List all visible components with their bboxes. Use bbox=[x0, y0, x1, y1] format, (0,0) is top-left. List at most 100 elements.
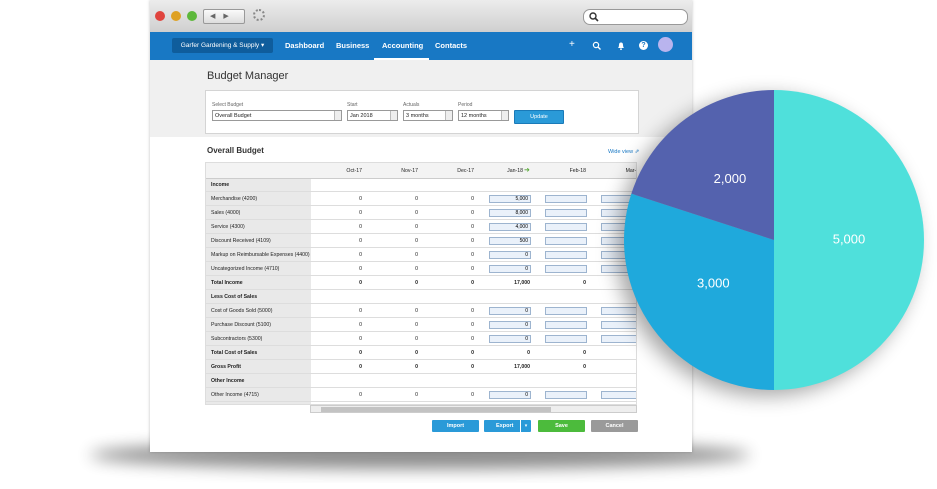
cell-value: 0 bbox=[415, 350, 418, 356]
cell-value: 0 bbox=[359, 392, 362, 398]
nav-link[interactable]: Accounting bbox=[382, 41, 424, 50]
pie-slice bbox=[624, 193, 774, 390]
cell-value: 0 bbox=[359, 224, 362, 230]
nav-link[interactable]: Dashboard bbox=[285, 41, 325, 50]
cell-value: 0 bbox=[415, 280, 418, 286]
row-line bbox=[206, 331, 636, 332]
row-label: Merchandise (4200) bbox=[211, 196, 258, 202]
nav-link[interactable]: Contacts bbox=[435, 41, 468, 50]
row-label: Purchase Discount (5100) bbox=[211, 322, 271, 328]
cell-value: 0 bbox=[415, 336, 418, 342]
filter-select[interactable]: 3 months bbox=[403, 110, 453, 121]
budget-input[interactable] bbox=[545, 265, 587, 273]
slice-label: 5,000 bbox=[833, 231, 866, 246]
row-label: Uncategorized Income (4710) bbox=[211, 266, 280, 272]
row-label: Total Income bbox=[211, 280, 243, 286]
row-label: Total Cost of Sales bbox=[211, 350, 258, 356]
scroll-thumb[interactable] bbox=[321, 407, 551, 412]
add-icon[interactable]: + bbox=[569, 39, 575, 50]
search-box[interactable] bbox=[583, 9, 688, 25]
budget-input[interactable] bbox=[545, 335, 587, 343]
budget-input[interactable] bbox=[545, 223, 587, 231]
filter-select[interactable]: Jan 2018 bbox=[347, 110, 398, 121]
cell-value: 0 bbox=[359, 364, 362, 370]
action-button[interactable]: Export bbox=[484, 420, 531, 432]
budget-input[interactable]: 0 bbox=[489, 265, 531, 273]
budget-input[interactable]: 0 bbox=[489, 251, 531, 259]
minimize-button[interactable] bbox=[171, 11, 181, 21]
cell-value: 0 bbox=[471, 280, 474, 286]
action-button[interactable]: Save bbox=[538, 420, 585, 432]
row-label: Service (4300) bbox=[211, 224, 245, 230]
budget-input[interactable] bbox=[545, 195, 587, 203]
budget-input[interactable]: 0 bbox=[489, 321, 531, 329]
action-button[interactable]: Cancel bbox=[591, 420, 638, 432]
scrollbar[interactable] bbox=[310, 405, 637, 413]
action-button[interactable]: Import bbox=[432, 420, 479, 432]
filter-panel: Select Budget Overall Budget Start Jan 2018… bbox=[205, 90, 639, 134]
row-line bbox=[206, 303, 636, 304]
budget-input[interactable] bbox=[601, 209, 636, 217]
help-icon[interactable]: ? bbox=[639, 41, 648, 50]
wide-view-link[interactable]: Wide view ⇗ bbox=[608, 149, 640, 155]
row-line bbox=[206, 289, 636, 290]
cell-value: 0 bbox=[471, 252, 474, 258]
company-menu[interactable]: Garfer Gardening & Supply ▾ bbox=[172, 38, 273, 53]
zoom-button[interactable] bbox=[187, 11, 197, 21]
budget-input[interactable] bbox=[601, 307, 636, 315]
dropdown-caret[interactable]: ▾ bbox=[520, 420, 531, 432]
avatar[interactable] bbox=[658, 37, 673, 52]
title-bar: ◀ ▶ bbox=[150, 0, 692, 33]
row-line bbox=[206, 233, 636, 234]
budget-input[interactable] bbox=[545, 209, 587, 217]
budget-input[interactable] bbox=[545, 251, 587, 259]
search-nav-icon[interactable] bbox=[592, 41, 602, 51]
budget-title: Overall Budget bbox=[207, 146, 264, 155]
cell-value: 0 bbox=[583, 280, 586, 286]
nav-buttons[interactable]: ◀ ▶ bbox=[203, 9, 245, 24]
budget-input[interactable]: 0 bbox=[489, 307, 531, 315]
bell-icon[interactable] bbox=[616, 41, 626, 51]
budget-input[interactable]: 4,000 bbox=[489, 223, 531, 231]
cell-value: 0 bbox=[415, 252, 418, 258]
cell-value: 0 bbox=[359, 252, 362, 258]
budget-input[interactable] bbox=[601, 195, 636, 203]
budget-input[interactable] bbox=[545, 307, 587, 315]
budget-input[interactable]: 8,000 bbox=[489, 209, 531, 217]
row-line bbox=[206, 317, 636, 318]
page-title: Budget Manager bbox=[207, 70, 289, 82]
budget-input[interactable]: 0 bbox=[489, 335, 531, 343]
cell-value: 0 bbox=[471, 392, 474, 398]
cell-value: 0 bbox=[415, 322, 418, 328]
nav-link[interactable]: Business bbox=[336, 41, 370, 50]
active-indicator bbox=[374, 58, 429, 60]
filter-select[interactable]: Overall Budget bbox=[212, 110, 342, 121]
budget-input[interactable]: 5,000 bbox=[489, 195, 531, 203]
row-label: Other Income bbox=[211, 378, 245, 384]
cell-value: 0 bbox=[471, 224, 474, 230]
budget-input[interactable]: 500 bbox=[489, 237, 531, 245]
company-name: Garfer Gardening & Supply bbox=[180, 42, 260, 49]
cell-value: 0 bbox=[415, 392, 418, 398]
cell-value: 0 bbox=[415, 364, 418, 370]
budget-input[interactable]: 0 bbox=[489, 391, 531, 399]
budget-input[interactable] bbox=[545, 321, 587, 329]
filter-select[interactable]: 12 months bbox=[458, 110, 509, 121]
pie-slice bbox=[631, 90, 774, 240]
cell-value: 0 bbox=[359, 350, 362, 356]
filter-label: Actuals bbox=[403, 102, 420, 108]
budget-input[interactable] bbox=[545, 391, 587, 399]
cell-value: 0 bbox=[415, 210, 418, 216]
budget-input[interactable] bbox=[601, 321, 636, 329]
pie-slice bbox=[774, 90, 924, 390]
cell-value: 0 bbox=[415, 224, 418, 230]
cell-value: 0 bbox=[583, 350, 586, 356]
update-button[interactable]: Update bbox=[514, 110, 564, 124]
budget-input[interactable] bbox=[545, 237, 587, 245]
cell-value: 0 bbox=[359, 196, 362, 202]
cell-value: 0 bbox=[471, 364, 474, 370]
budget-input[interactable] bbox=[601, 335, 636, 343]
budget-input[interactable] bbox=[601, 391, 636, 399]
close-button[interactable] bbox=[155, 11, 165, 21]
